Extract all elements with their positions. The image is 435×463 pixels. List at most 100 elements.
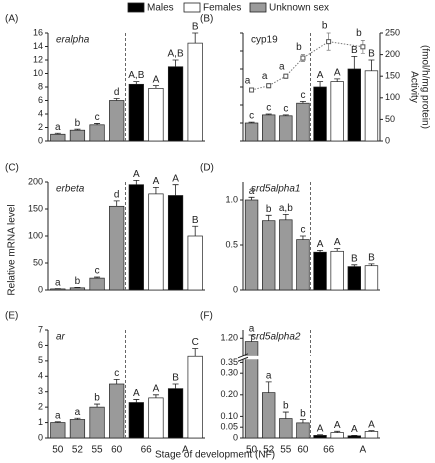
error-bar: [192, 348, 199, 357]
significance-letter: c: [95, 266, 100, 277]
significance-letter: b: [300, 408, 306, 419]
significance-letter: A: [334, 420, 341, 431]
y-tick-label: 3: [38, 386, 43, 396]
significance-letter: A: [133, 388, 140, 399]
bar: [279, 418, 293, 439]
y-tick-label: 4: [38, 371, 43, 381]
bar: [148, 397, 164, 439]
significance-letter: c: [249, 111, 254, 122]
significance-letter: B: [351, 45, 358, 56]
error-bar: [351, 264, 358, 267]
y-tick-label: 12: [33, 54, 43, 64]
bar: [262, 220, 276, 291]
y-tick-label: 4: [38, 108, 43, 118]
error-bar: [368, 59, 375, 71]
bar: [244, 199, 259, 291]
y-tick-label: 6: [38, 340, 43, 350]
significance-letter: c: [300, 90, 305, 101]
x-tick-label: 52: [263, 445, 275, 456]
x-tick-label: 66: [323, 445, 335, 456]
activity-letter: a: [279, 62, 285, 73]
error-bar: [282, 214, 289, 220]
y-tick-label: 7: [38, 324, 43, 334]
significance-letter: A: [334, 68, 341, 79]
error-bar: [248, 196, 255, 200]
y-tick-label: 0.35: [220, 357, 238, 367]
y-tick-label: 1.20: [220, 333, 238, 343]
significance-letter: A: [317, 423, 324, 434]
error-bar: [152, 394, 159, 398]
error-bar: [334, 248, 341, 252]
significance-letter: A: [334, 237, 341, 248]
bar: [313, 86, 327, 142]
legend-label: Unknown sex: [269, 3, 329, 14]
x-tick-label: 52: [72, 445, 84, 456]
significance-letter: d: [114, 87, 120, 98]
y-tick-label: 1: [38, 417, 43, 427]
error-bar: [54, 132, 61, 135]
x-tick-label: 66: [141, 445, 153, 456]
bar: [50, 422, 66, 439]
panel-title: eralpha: [56, 35, 90, 46]
bar: [89, 124, 105, 142]
bar: [187, 235, 203, 291]
error-bar: [152, 187, 159, 194]
y-tick-label: 2: [38, 402, 43, 412]
bar: [279, 115, 293, 142]
bar: [148, 87, 164, 142]
significance-letter: A: [317, 239, 324, 250]
activity-letter: a: [245, 76, 251, 87]
error-bar: [192, 225, 199, 236]
significance-letter: b: [94, 393, 100, 404]
y-tick-label: 14: [33, 41, 43, 51]
significance-letter: c: [283, 104, 288, 115]
bar: [167, 66, 184, 142]
y-tick-label: 0.05: [220, 422, 238, 432]
y-tick-label: 0: [233, 284, 238, 294]
error-bar: [317, 81, 324, 87]
error-bar: [172, 184, 179, 196]
bar: [313, 435, 327, 439]
significance-letter: b: [75, 118, 81, 129]
significance-letter: a: [55, 410, 61, 421]
y-tick-label: 0.30: [220, 368, 238, 378]
activity-point: [360, 44, 366, 50]
error-bar: [265, 113, 272, 115]
significance-letter: c: [266, 103, 271, 114]
x-tick-label: 60: [297, 445, 309, 456]
x-tick-label: 60: [111, 445, 123, 456]
error-bar: [351, 56, 358, 69]
bar: [330, 432, 344, 439]
error-bar: [282, 114, 289, 116]
activity-point: [266, 83, 272, 89]
x-tick-label: 50: [246, 445, 258, 456]
panel-label: (A): [5, 14, 18, 25]
y2-axis-label: Activity: [408, 71, 419, 103]
significance-letter: a: [75, 407, 81, 418]
legend-label: Males: [147, 3, 174, 14]
panel-title: srd5alpha1: [251, 184, 300, 195]
y2-tick-label: 200: [385, 49, 400, 59]
significance-letter: B: [172, 373, 179, 384]
x-tick-label: 55: [92, 445, 104, 456]
bar: [244, 122, 259, 142]
panel-label: (B): [200, 14, 213, 25]
x-tick-label: A: [182, 445, 189, 456]
y2-tick-label: 50: [385, 114, 395, 124]
activity-letter: a: [262, 71, 268, 82]
error-bar: [299, 101, 306, 104]
significance-letter: B: [192, 22, 199, 33]
significance-letter: B: [192, 215, 199, 226]
significance-letter: a: [249, 324, 255, 335]
significance-letter: b: [75, 276, 81, 287]
bar: [50, 288, 66, 291]
panel-title: erbeta: [56, 184, 85, 195]
bar: [109, 100, 125, 142]
bar: [364, 265, 379, 291]
bar: [262, 392, 276, 439]
panel-title: ar: [56, 332, 66, 343]
y-tick-label: 8: [38, 81, 43, 91]
bar: [364, 431, 379, 439]
error-bar: [113, 200, 120, 207]
significance-letter: A: [368, 419, 375, 430]
